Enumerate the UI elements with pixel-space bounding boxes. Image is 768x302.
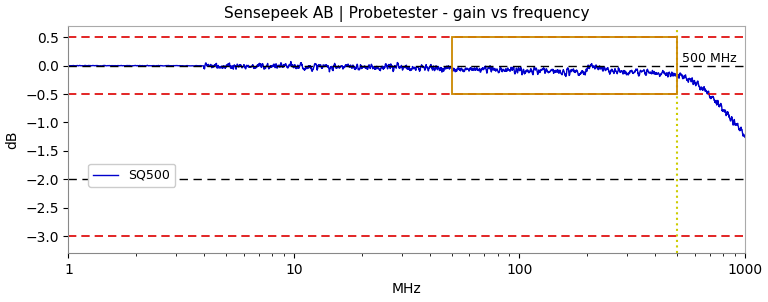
- SQ500: [654, 72, 664, 76]
- SQ500: [181, 64, 190, 68]
- Y-axis label: dB: dB: [5, 130, 19, 149]
- SQ500: [727, 115, 737, 119]
- SQ500: [323, 65, 333, 69]
- Bar: [452, 37, 677, 94]
- Text: 500 MHz: 500 MHz: [682, 52, 737, 65]
- SQ500: [740, 135, 750, 139]
- Legend: SQ500: SQ500: [88, 164, 175, 187]
- Title: Sensepeek AB | Probetester - gain vs frequency: Sensepeek AB | Probetester - gain vs fre…: [224, 5, 589, 21]
- SQ500: [141, 64, 151, 68]
- SQ500: [64, 64, 73, 67]
- SQ500: [353, 63, 362, 66]
- X-axis label: MHz: MHz: [392, 282, 422, 297]
- Line: SQ500: SQ500: [68, 62, 745, 137]
- SQ500: [286, 60, 296, 63]
